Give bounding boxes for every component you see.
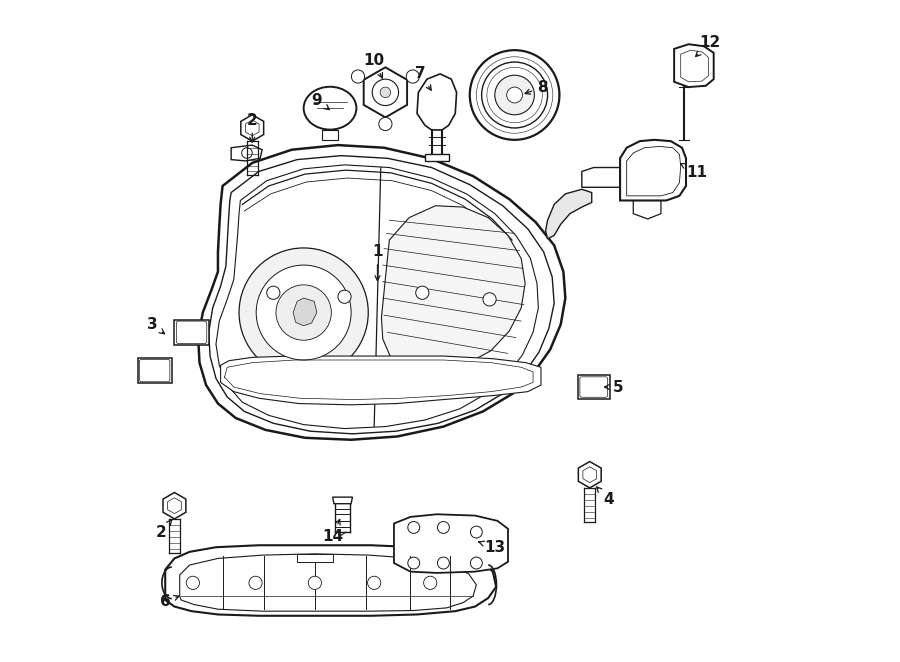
Circle shape [309, 576, 321, 589]
Circle shape [482, 62, 547, 128]
Polygon shape [579, 461, 601, 488]
FancyBboxPatch shape [580, 377, 608, 397]
Circle shape [437, 522, 449, 534]
Circle shape [249, 576, 262, 589]
Polygon shape [382, 206, 526, 371]
Polygon shape [163, 493, 186, 519]
Circle shape [471, 557, 482, 569]
Polygon shape [581, 167, 620, 187]
Circle shape [380, 87, 391, 97]
Polygon shape [198, 145, 565, 440]
Circle shape [256, 265, 351, 360]
Ellipse shape [303, 87, 356, 130]
Polygon shape [583, 467, 597, 483]
Polygon shape [364, 68, 407, 117]
Circle shape [379, 117, 392, 130]
Polygon shape [241, 115, 264, 141]
Polygon shape [620, 140, 686, 201]
Polygon shape [674, 44, 714, 87]
Polygon shape [680, 50, 708, 82]
Circle shape [242, 148, 252, 158]
Circle shape [367, 576, 381, 589]
Circle shape [495, 75, 535, 115]
Circle shape [507, 87, 523, 103]
Circle shape [416, 286, 429, 299]
Circle shape [408, 557, 419, 569]
Polygon shape [138, 358, 172, 383]
Polygon shape [297, 554, 333, 562]
FancyBboxPatch shape [176, 321, 207, 344]
Text: 6: 6 [160, 594, 179, 609]
Circle shape [406, 70, 419, 83]
Polygon shape [166, 545, 496, 616]
Circle shape [338, 290, 351, 303]
Polygon shape [231, 145, 262, 161]
Circle shape [351, 70, 364, 83]
Circle shape [276, 285, 331, 340]
Circle shape [373, 79, 399, 105]
Polygon shape [246, 120, 259, 136]
Polygon shape [545, 189, 591, 239]
Text: 14: 14 [322, 520, 343, 544]
Circle shape [437, 557, 449, 569]
Circle shape [470, 50, 560, 140]
Polygon shape [293, 298, 317, 326]
Polygon shape [322, 130, 338, 140]
Text: 5: 5 [605, 379, 624, 395]
Text: 7: 7 [415, 66, 431, 90]
Polygon shape [394, 514, 508, 573]
Circle shape [239, 248, 368, 377]
Circle shape [266, 286, 280, 299]
Polygon shape [209, 156, 554, 434]
Polygon shape [180, 554, 476, 611]
FancyBboxPatch shape [140, 359, 170, 382]
Text: 2: 2 [247, 113, 257, 142]
Polygon shape [634, 201, 661, 219]
Text: 8: 8 [525, 79, 547, 95]
Text: 9: 9 [311, 93, 329, 110]
Text: 3: 3 [147, 317, 165, 334]
Polygon shape [578, 375, 609, 399]
Polygon shape [425, 154, 449, 161]
Polygon shape [220, 356, 541, 405]
Text: 13: 13 [479, 540, 506, 555]
Text: 10: 10 [364, 53, 385, 78]
Text: 11: 11 [680, 164, 707, 180]
Text: 4: 4 [597, 487, 614, 506]
Polygon shape [626, 146, 680, 196]
Circle shape [186, 576, 200, 589]
Polygon shape [417, 74, 456, 130]
Circle shape [424, 576, 436, 589]
Text: 12: 12 [696, 35, 721, 56]
Polygon shape [167, 498, 181, 514]
Text: 1: 1 [373, 244, 382, 281]
Text: 2: 2 [156, 520, 172, 540]
Circle shape [471, 526, 482, 538]
Circle shape [408, 522, 419, 534]
Polygon shape [175, 320, 209, 345]
Polygon shape [333, 497, 353, 504]
Circle shape [483, 293, 496, 306]
Polygon shape [216, 165, 538, 428]
